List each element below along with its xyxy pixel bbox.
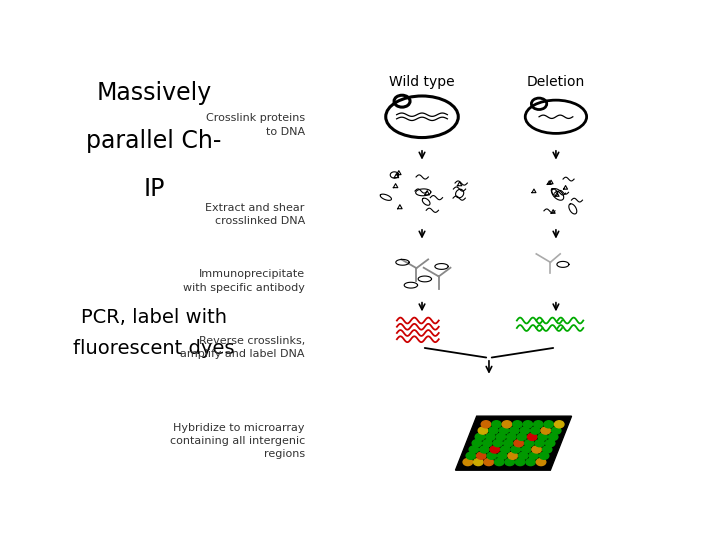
Circle shape [475, 433, 485, 441]
Circle shape [484, 458, 493, 465]
Circle shape [495, 458, 504, 465]
Circle shape [536, 458, 546, 465]
Circle shape [535, 440, 544, 447]
Circle shape [474, 458, 483, 465]
Circle shape [514, 440, 523, 447]
Circle shape [552, 427, 561, 434]
Circle shape [496, 433, 505, 441]
Circle shape [477, 452, 486, 460]
Text: Wild type: Wild type [390, 75, 455, 89]
Circle shape [513, 421, 522, 428]
Text: PCR, label with: PCR, label with [81, 308, 228, 327]
Circle shape [531, 427, 540, 434]
Circle shape [482, 440, 492, 447]
Circle shape [521, 446, 531, 453]
Circle shape [538, 433, 547, 441]
Circle shape [544, 421, 554, 428]
Circle shape [554, 421, 564, 428]
Text: Extract and shear
crosslinked DNA: Extract and shear crosslinked DNA [205, 203, 305, 226]
Circle shape [481, 421, 491, 428]
Circle shape [466, 452, 476, 460]
Text: parallel Ch-: parallel Ch- [86, 129, 222, 153]
Circle shape [499, 427, 508, 434]
Circle shape [463, 458, 472, 465]
Circle shape [493, 440, 503, 447]
Circle shape [508, 452, 518, 460]
Circle shape [510, 427, 519, 434]
Text: Deletion: Deletion [527, 75, 585, 89]
Circle shape [480, 446, 489, 453]
Circle shape [526, 458, 536, 465]
Circle shape [486, 433, 495, 441]
Circle shape [541, 427, 551, 434]
Circle shape [534, 421, 543, 428]
Circle shape [511, 446, 521, 453]
Circle shape [529, 452, 539, 460]
Circle shape [545, 440, 555, 447]
Circle shape [500, 446, 510, 453]
Circle shape [518, 452, 528, 460]
Circle shape [469, 446, 479, 453]
Text: Immunoprecipitate
with specific antibody: Immunoprecipitate with specific antibody [183, 269, 305, 293]
Text: IP: IP [143, 177, 165, 201]
Circle shape [542, 446, 552, 453]
Circle shape [516, 458, 525, 465]
Polygon shape [456, 416, 572, 470]
Circle shape [502, 421, 512, 428]
Text: Hybridize to microarray
containing all intergenic
regions: Hybridize to microarray containing all i… [170, 423, 305, 460]
Circle shape [524, 440, 534, 447]
Circle shape [507, 433, 516, 441]
Circle shape [503, 440, 513, 447]
Circle shape [498, 452, 507, 460]
Circle shape [487, 452, 497, 460]
Circle shape [528, 433, 537, 441]
Circle shape [517, 433, 526, 441]
Circle shape [489, 427, 498, 434]
Text: Crosslink proteins
to DNA: Crosslink proteins to DNA [206, 113, 305, 137]
Circle shape [520, 427, 529, 434]
Text: Massively: Massively [96, 82, 212, 105]
Circle shape [549, 433, 558, 441]
Circle shape [472, 440, 482, 447]
Circle shape [532, 446, 541, 453]
Circle shape [478, 427, 487, 434]
Circle shape [490, 446, 500, 453]
Text: Reverse crosslinks,
amplify and label DNA: Reverse crosslinks, amplify and label DN… [180, 336, 305, 359]
Circle shape [492, 421, 501, 428]
Text: fluorescent dyes: fluorescent dyes [73, 339, 235, 358]
Circle shape [539, 452, 549, 460]
Circle shape [523, 421, 533, 428]
Circle shape [505, 458, 514, 465]
